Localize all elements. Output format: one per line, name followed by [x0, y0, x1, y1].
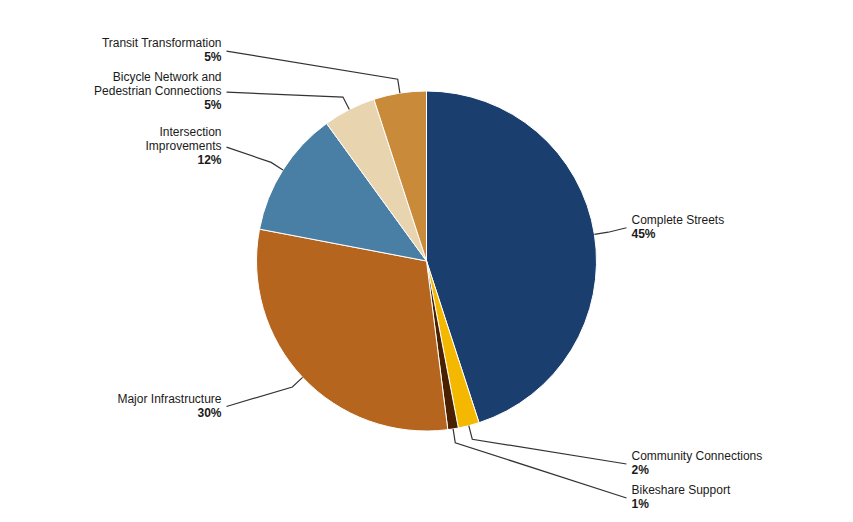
value-label: 1%: [632, 497, 650, 511]
slice-label: Transit Transformation: [102, 36, 222, 50]
slice-label-line: Improvements: [145, 139, 221, 153]
value-label: 30%: [197, 406, 221, 420]
slice-label-line: Major Infrastructure: [117, 392, 221, 406]
slice-label-line: Bicycle Network and: [113, 70, 222, 84]
slice-label: Bikeshare Support: [632, 483, 731, 497]
labels: Complete Streets45% Community Connections…: [94, 36, 762, 511]
leader-line: [469, 426, 627, 464]
leader-line: [594, 228, 626, 235]
chart: Complete Streets45% Community Connections…: [0, 0, 853, 522]
leader-line: [227, 377, 303, 406]
slice-label: Community Connections: [632, 449, 763, 463]
value-label: 45%: [632, 227, 656, 241]
leader-line: [227, 147, 283, 170]
value-label: 12%: [197, 153, 221, 167]
slice-label-line: Bikeshare Support: [632, 483, 731, 497]
slice-label: Complete Streets: [632, 213, 725, 227]
slice-label-line: Complete Streets: [632, 213, 725, 227]
value-label: 2%: [632, 463, 650, 477]
leader-line: [227, 51, 400, 93]
pie: [256, 91, 596, 431]
slice-label-line: Pedestrian Connections: [94, 84, 221, 98]
slice-label-line: Transit Transformation: [102, 36, 222, 50]
leader-line: [453, 429, 626, 498]
value-label: 5%: [204, 98, 222, 112]
chart-container: Complete Streets45% Community Connections…: [0, 0, 853, 522]
slice-label: Major Infrastructure: [117, 392, 221, 406]
slice-label: IntersectionImprovements: [145, 125, 221, 153]
pie-slice: [374, 91, 427, 261]
value-label: 5%: [204, 50, 222, 64]
slice-label: Bicycle Network andPedestrian Connection…: [94, 70, 221, 98]
slice-label-line: Intersection: [159, 125, 221, 139]
slice-label-line: Community Connections: [632, 449, 763, 463]
leader-line: [227, 92, 350, 109]
